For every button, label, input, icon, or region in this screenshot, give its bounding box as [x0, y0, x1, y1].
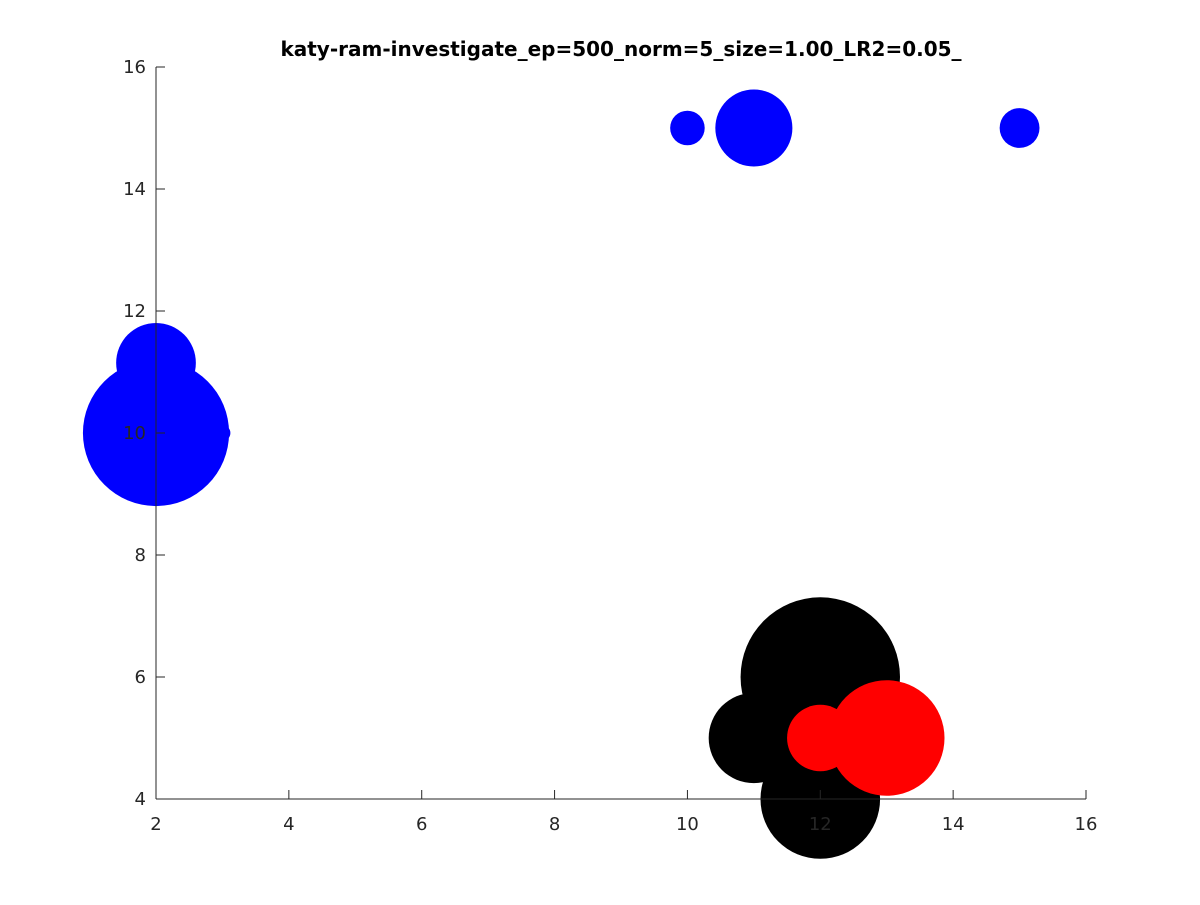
x-tick-label: 14: [942, 814, 965, 835]
data-point-s0-p5: [715, 89, 793, 167]
data-marks: [82, 89, 1040, 859]
x-tick-label: 4: [283, 814, 294, 835]
x-tick-label: 10: [676, 814, 699, 835]
y-tick-label: 4: [135, 789, 146, 810]
x-tick-label: 16: [1075, 814, 1098, 835]
x-tick-label: 2: [150, 814, 161, 835]
y-tick-label: 6: [135, 667, 146, 688]
data-point-s0-p2: [214, 425, 231, 441]
y-tick-label: 8: [135, 545, 146, 566]
chart-title: katy-ram-investigate_ep=500_norm=5_size=…: [280, 37, 961, 61]
y-tick-label: 10: [123, 423, 146, 444]
data-point-s2-p1: [828, 680, 945, 796]
x-tick-label: 6: [416, 814, 427, 835]
x-tick-label: 12: [809, 814, 832, 835]
data-point-s0-p4: [670, 110, 705, 146]
y-tick-label: 12: [123, 301, 146, 322]
data-point-s0-p6: [999, 108, 1040, 148]
y-tick-label: 14: [123, 179, 146, 200]
x-tick-label: 8: [549, 814, 560, 835]
y-tick-label: 16: [123, 57, 146, 78]
